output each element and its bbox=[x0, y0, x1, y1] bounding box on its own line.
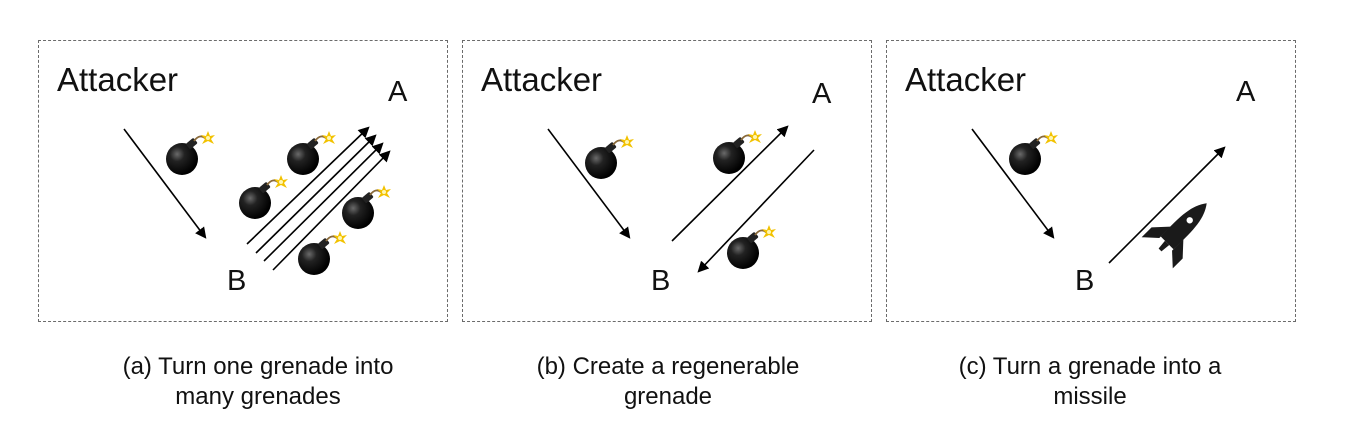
point-a-label: A bbox=[388, 76, 408, 108]
bomb-icon bbox=[726, 224, 777, 270]
arrow bbox=[272, 150, 391, 271]
arrow bbox=[246, 126, 370, 245]
bomb-icon bbox=[712, 129, 763, 175]
bomb-icon bbox=[1008, 130, 1059, 176]
attack-arrow bbox=[971, 128, 1055, 239]
point-a-label: A bbox=[1236, 76, 1256, 108]
point-b-label: B bbox=[651, 265, 671, 297]
panel-b-graphics bbox=[547, 125, 815, 273]
point-b-label: B bbox=[1075, 265, 1095, 297]
attack-arrow bbox=[123, 128, 207, 239]
caption-line: missile bbox=[1053, 383, 1127, 410]
arrow-return bbox=[697, 149, 815, 273]
arrow bbox=[263, 142, 384, 262]
arrow bbox=[255, 134, 377, 254]
attacker-label: Attacker bbox=[481, 61, 603, 98]
bomb-icon bbox=[584, 134, 635, 180]
caption-line: (b) Create a regenerable bbox=[536, 353, 800, 380]
caption-line: grenade bbox=[623, 383, 713, 410]
panel-a-graphics bbox=[123, 126, 392, 276]
attack-arrow bbox=[547, 128, 631, 239]
panel-a: Attacker A B bbox=[38, 40, 448, 322]
caption-b: (b) Create a regenerable grenade bbox=[458, 352, 878, 412]
panel-c-graphics bbox=[971, 128, 1226, 269]
attacker-label: Attacker bbox=[57, 61, 179, 98]
point-a-label: A bbox=[812, 78, 832, 110]
caption-line: many grenades bbox=[175, 383, 341, 410]
rocket-icon bbox=[1141, 203, 1207, 269]
bomb-icon bbox=[165, 130, 216, 176]
attacker-label: Attacker bbox=[905, 61, 1027, 98]
caption-line: (a) Turn one grenade into bbox=[122, 353, 394, 380]
point-b-label: B bbox=[227, 265, 247, 297]
caption-line: (c) Turn a grenade into a bbox=[958, 353, 1222, 380]
panel-b: Attacker A B bbox=[462, 40, 872, 322]
bomb-icon bbox=[286, 130, 337, 176]
caption-a: (a) Turn one grenade into many grenades bbox=[48, 352, 468, 412]
caption-c: (c) Turn a grenade into a missile bbox=[880, 352, 1300, 412]
panel-c: Attacker A B bbox=[886, 40, 1296, 322]
missile-arrow bbox=[1108, 146, 1226, 264]
arrow-outbound bbox=[671, 125, 789, 242]
